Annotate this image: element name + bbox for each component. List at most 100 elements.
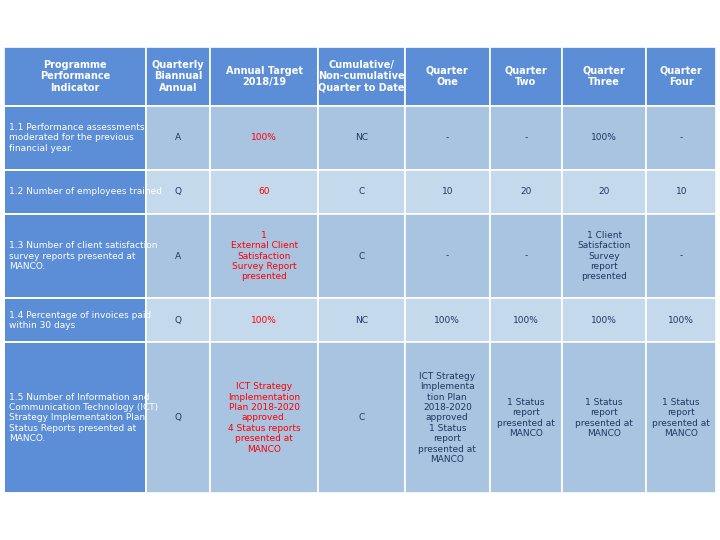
Bar: [405, 299, 490, 342]
Bar: [562, 299, 647, 342]
Text: 1 Status
report
presented at
MANCO: 1 Status report presented at MANCO: [575, 398, 633, 438]
Text: 1.1 Performance assessments
moderated for the previous
financial year.: 1.1 Performance assessments moderated fo…: [9, 123, 145, 153]
Text: 10: 10: [675, 187, 687, 196]
Text: Quarterly
Biannual
Annual: Quarterly Biannual Annual: [152, 60, 204, 93]
Text: 1 Status
report
presented at
MANCO: 1 Status report presented at MANCO: [652, 398, 710, 438]
Text: 1.5 Number of Information and
Communication Technology (ICT)
Strategy Implementa: 1.5 Number of Information and Communicat…: [9, 393, 158, 443]
Bar: [210, 170, 318, 214]
Bar: [647, 299, 716, 342]
Bar: [647, 170, 716, 214]
Bar: [146, 170, 210, 214]
Text: Q: Q: [175, 414, 181, 422]
Bar: [647, 342, 716, 494]
Bar: [318, 106, 405, 170]
Bar: [4, 106, 146, 170]
Bar: [562, 214, 647, 299]
Text: Annual Target
2018/19: Annual Target 2018/19: [225, 65, 302, 87]
Bar: [405, 214, 490, 299]
Bar: [318, 46, 405, 106]
Bar: [4, 214, 146, 299]
Text: 20: 20: [598, 187, 610, 196]
Bar: [562, 106, 647, 170]
Bar: [210, 299, 318, 342]
Text: -: -: [524, 133, 527, 142]
Bar: [210, 46, 318, 106]
Bar: [318, 214, 405, 299]
Bar: [4, 342, 146, 494]
Bar: [318, 170, 405, 214]
Bar: [490, 106, 562, 170]
Text: 20: 20: [520, 187, 531, 196]
Bar: [562, 170, 647, 214]
Text: 1 Status
report
presented at
MANCO: 1 Status report presented at MANCO: [497, 398, 554, 438]
Text: -: -: [524, 252, 527, 260]
Text: 1.2 Number of employees trained: 1.2 Number of employees trained: [9, 187, 162, 196]
Bar: [4, 299, 146, 342]
Bar: [210, 106, 318, 170]
Bar: [405, 170, 490, 214]
Text: Q: Q: [175, 187, 181, 196]
Text: NC: NC: [355, 133, 368, 142]
Text: A: A: [175, 252, 181, 260]
Text: 60: 60: [258, 187, 270, 196]
Bar: [647, 214, 716, 299]
Text: Quarter
Three: Quarter Three: [582, 65, 626, 87]
Bar: [146, 46, 210, 106]
Text: ICT Strategy
Implementation
Plan 2018-2020
approved.
4 Status reports
presented : ICT Strategy Implementation Plan 2018-20…: [228, 382, 300, 454]
Bar: [4, 299, 146, 342]
Bar: [490, 214, 562, 299]
Text: 1.4 Percentage of invoices paid
within 30 days: 1.4 Percentage of invoices paid within 3…: [9, 310, 151, 330]
Bar: [405, 106, 490, 170]
Bar: [146, 214, 210, 299]
Bar: [4, 170, 146, 214]
Bar: [318, 299, 405, 342]
Text: 100%: 100%: [434, 316, 460, 325]
Bar: [146, 342, 210, 494]
Text: 1.3 Number of client satisfaction
survey reports presented at
MANCO.: 1.3 Number of client satisfaction survey…: [9, 241, 158, 271]
Text: C: C: [359, 187, 365, 196]
Bar: [647, 106, 716, 170]
Text: 100%: 100%: [591, 316, 617, 325]
Bar: [405, 46, 490, 106]
Text: ICT Strategy
Implementa
tion Plan
2018-2020
approved
1 Status
report
presented a: ICT Strategy Implementa tion Plan 2018-2…: [418, 372, 476, 464]
Text: -: -: [680, 252, 683, 260]
Bar: [490, 342, 562, 494]
Bar: [4, 214, 146, 299]
Text: Cumulative/
Non-cumulative
Quarter to Date: Cumulative/ Non-cumulative Quarter to Da…: [318, 60, 405, 93]
Text: 100%: 100%: [251, 133, 277, 142]
Text: 100%: 100%: [251, 316, 277, 325]
Bar: [146, 299, 210, 342]
Bar: [4, 106, 146, 170]
Bar: [318, 342, 405, 494]
Text: -: -: [446, 133, 449, 142]
Text: Quarter
One: Quarter One: [426, 65, 469, 87]
Text: Q: Q: [175, 316, 181, 325]
Bar: [490, 46, 562, 106]
Bar: [210, 214, 318, 299]
Text: Quarter
Two: Quarter Two: [504, 65, 547, 87]
Bar: [4, 46, 146, 106]
Bar: [4, 342, 146, 494]
Bar: [210, 342, 318, 494]
Text: 10: 10: [441, 187, 453, 196]
Text: Programme
Performance
Indicator: Programme Performance Indicator: [40, 60, 110, 93]
Bar: [4, 170, 146, 214]
Text: C: C: [359, 414, 365, 422]
Text: C: C: [359, 252, 365, 260]
Text: -: -: [680, 133, 683, 142]
Bar: [562, 46, 647, 106]
Text: A: A: [175, 133, 181, 142]
Text: 100%: 100%: [591, 133, 617, 142]
Bar: [490, 299, 562, 342]
Bar: [146, 106, 210, 170]
Text: 1
External Client
Satisfaction
Survey Report
presented: 1 External Client Satisfaction Survey Re…: [230, 231, 298, 281]
Text: -: -: [446, 252, 449, 260]
Text: 1 Client
Satisfaction
Survey
report
presented: 1 Client Satisfaction Survey report pres…: [577, 231, 631, 281]
Bar: [405, 342, 490, 494]
Text: 100%: 100%: [513, 316, 539, 325]
Text: Quarter
Four: Quarter Four: [660, 65, 703, 87]
Bar: [647, 46, 716, 106]
Text: NC: NC: [355, 316, 368, 325]
Bar: [562, 342, 647, 494]
Bar: [490, 170, 562, 214]
